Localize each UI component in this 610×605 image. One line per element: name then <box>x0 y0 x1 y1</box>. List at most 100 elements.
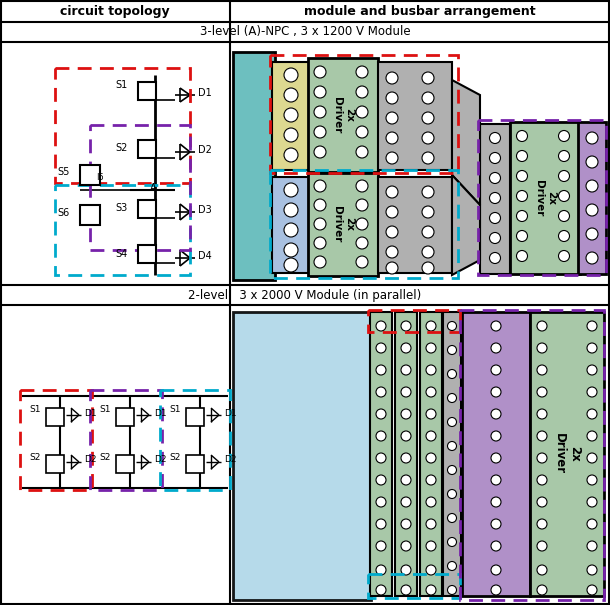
Bar <box>462 312 530 596</box>
Polygon shape <box>452 175 480 275</box>
Circle shape <box>386 112 398 124</box>
Bar <box>138 200 156 218</box>
Circle shape <box>284 108 298 122</box>
Circle shape <box>537 431 547 441</box>
Circle shape <box>491 475 501 485</box>
Circle shape <box>489 212 500 223</box>
Circle shape <box>386 262 398 274</box>
Circle shape <box>401 453 411 463</box>
Text: D2: D2 <box>84 456 96 465</box>
Circle shape <box>284 183 298 197</box>
Circle shape <box>422 226 434 238</box>
Circle shape <box>356 86 368 98</box>
Circle shape <box>376 565 386 575</box>
Circle shape <box>376 497 386 507</box>
Polygon shape <box>452 80 480 205</box>
Circle shape <box>422 186 434 198</box>
Circle shape <box>537 475 547 485</box>
Circle shape <box>422 132 434 144</box>
Circle shape <box>356 199 368 211</box>
Circle shape <box>376 541 386 551</box>
Circle shape <box>401 343 411 353</box>
Text: D2: D2 <box>198 145 212 155</box>
Circle shape <box>284 68 298 82</box>
Circle shape <box>284 128 298 142</box>
Circle shape <box>559 211 570 221</box>
Circle shape <box>386 92 398 104</box>
Circle shape <box>426 365 436 375</box>
Circle shape <box>401 541 411 551</box>
Circle shape <box>376 519 386 529</box>
Circle shape <box>386 206 398 218</box>
Circle shape <box>537 565 547 575</box>
Circle shape <box>559 191 570 201</box>
Circle shape <box>376 453 386 463</box>
Circle shape <box>448 514 456 523</box>
Bar <box>80 165 100 185</box>
Circle shape <box>401 431 411 441</box>
Circle shape <box>587 409 597 419</box>
Circle shape <box>491 585 501 595</box>
Circle shape <box>537 497 547 507</box>
Text: S3: S3 <box>116 203 128 213</box>
Bar <box>138 245 156 263</box>
Bar <box>272 62 310 170</box>
Circle shape <box>491 365 501 375</box>
Circle shape <box>422 262 434 274</box>
Circle shape <box>559 250 570 261</box>
Circle shape <box>489 192 500 203</box>
Circle shape <box>537 321 547 331</box>
Bar <box>186 455 204 473</box>
Circle shape <box>559 151 570 162</box>
Circle shape <box>491 453 501 463</box>
Circle shape <box>491 387 501 397</box>
Text: S1: S1 <box>29 405 41 414</box>
Circle shape <box>537 453 547 463</box>
Bar <box>80 205 100 225</box>
Bar <box>370 312 392 596</box>
Circle shape <box>356 66 368 78</box>
Bar <box>233 52 275 280</box>
Circle shape <box>426 453 436 463</box>
Bar <box>578 122 606 274</box>
Bar <box>55 68 190 183</box>
Circle shape <box>587 321 597 331</box>
Circle shape <box>586 156 598 168</box>
Bar <box>308 173 378 276</box>
Circle shape <box>587 387 597 397</box>
Circle shape <box>537 409 547 419</box>
Bar <box>20 390 92 490</box>
Text: D2: D2 <box>224 456 237 465</box>
Circle shape <box>356 180 368 192</box>
Bar <box>510 122 580 274</box>
Circle shape <box>386 72 398 84</box>
Text: S1: S1 <box>116 80 128 90</box>
Circle shape <box>537 519 547 529</box>
Circle shape <box>401 321 411 331</box>
Circle shape <box>386 226 398 238</box>
Circle shape <box>448 489 456 499</box>
Circle shape <box>491 519 501 529</box>
Circle shape <box>491 497 501 507</box>
Circle shape <box>537 343 547 353</box>
Text: 2x
Driver: 2x Driver <box>332 97 354 133</box>
Circle shape <box>426 409 436 419</box>
Circle shape <box>426 497 436 507</box>
Circle shape <box>587 365 597 375</box>
Circle shape <box>422 112 434 124</box>
Circle shape <box>517 151 528 162</box>
Circle shape <box>586 204 598 216</box>
Circle shape <box>587 453 597 463</box>
Text: module and busbar arrangement: module and busbar arrangement <box>304 5 536 19</box>
Circle shape <box>586 228 598 240</box>
Text: 2x
Driver: 2x Driver <box>553 433 581 474</box>
Bar <box>270 55 458 173</box>
Bar <box>160 390 230 490</box>
Circle shape <box>386 246 398 258</box>
Text: D1: D1 <box>198 88 212 98</box>
Circle shape <box>426 343 436 353</box>
Circle shape <box>386 152 398 164</box>
Text: S2: S2 <box>99 454 111 462</box>
Bar <box>116 408 134 426</box>
Circle shape <box>448 393 456 402</box>
